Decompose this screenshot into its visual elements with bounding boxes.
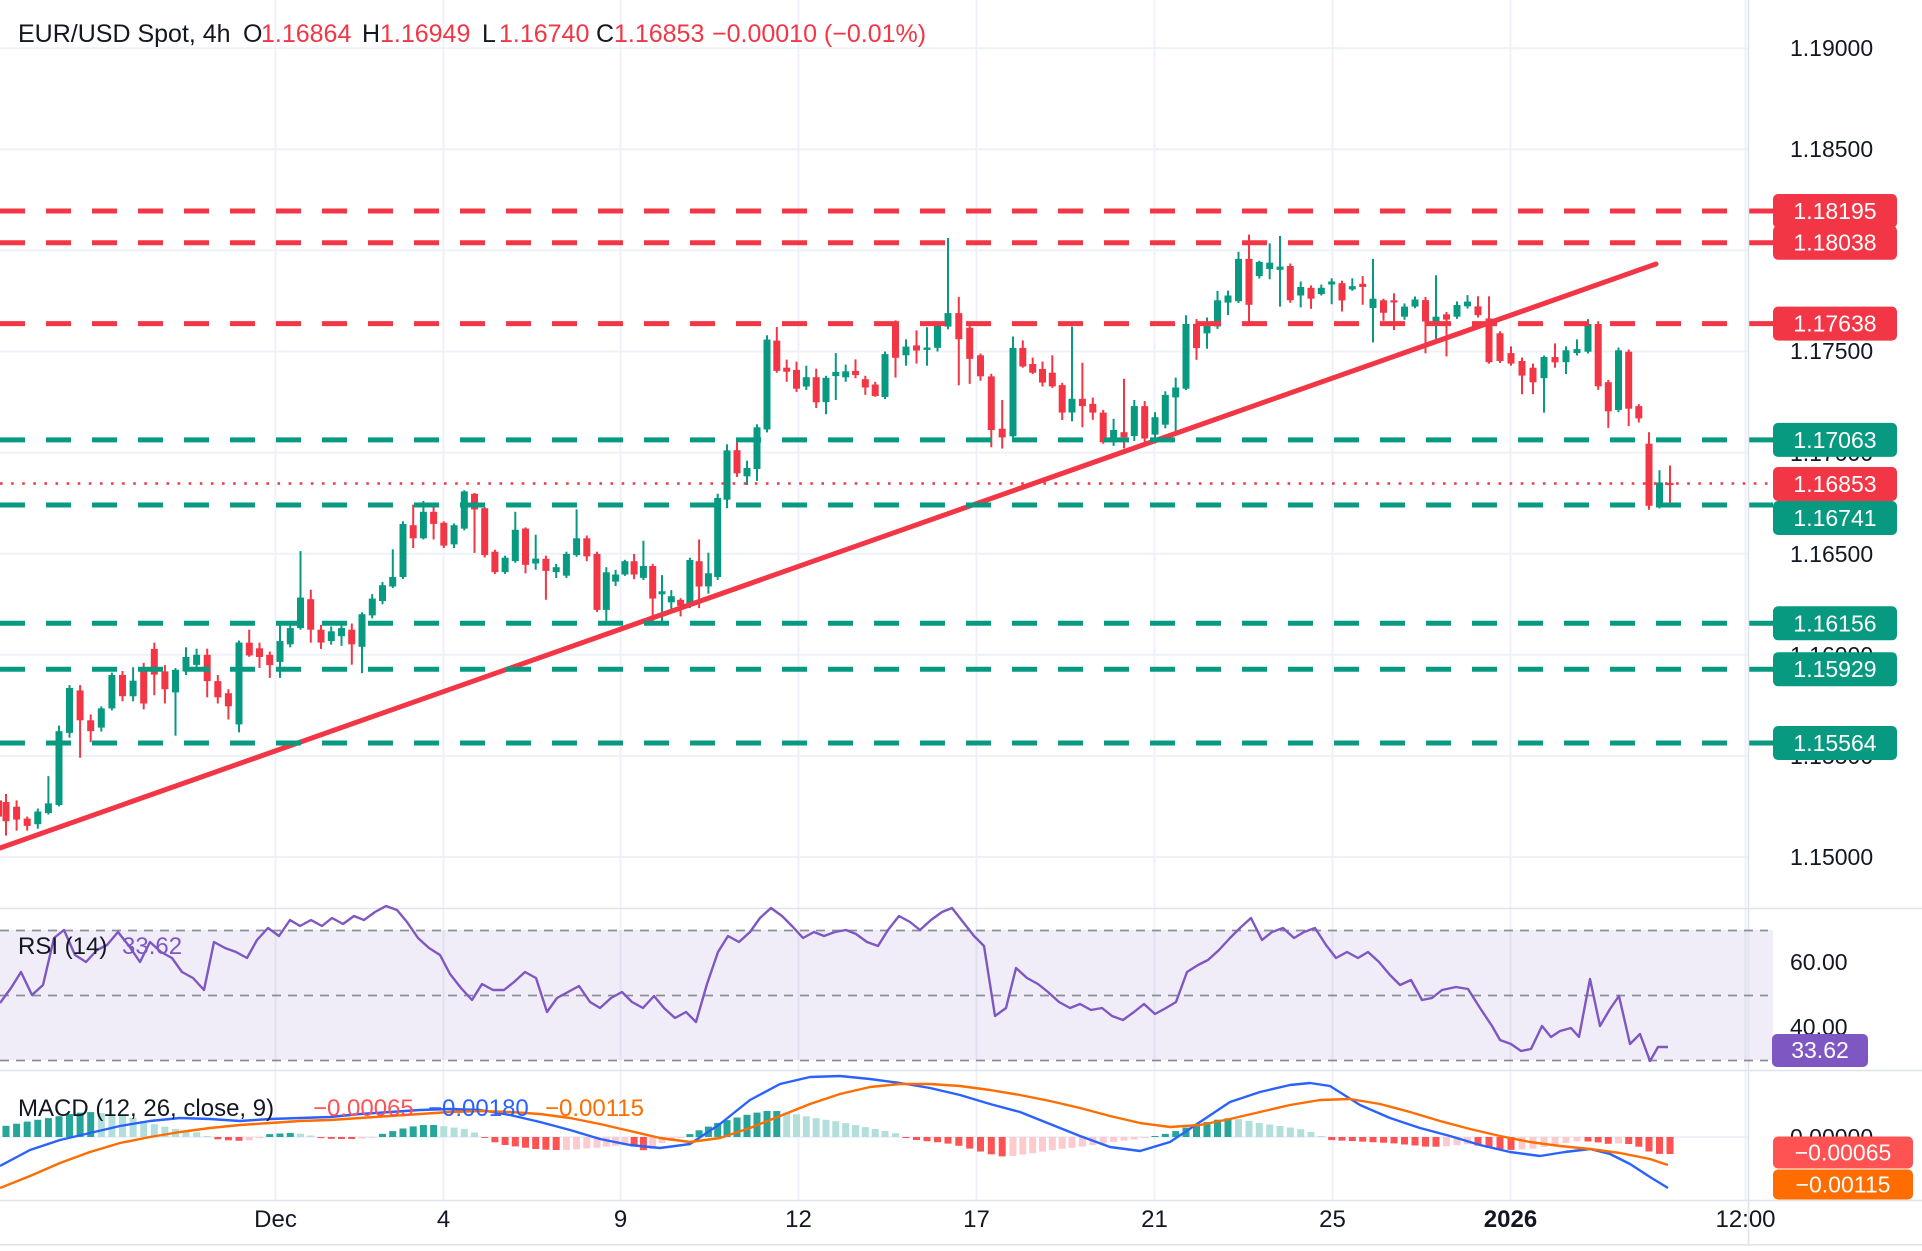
svg-text:RSI (14): RSI (14) [18,933,107,960]
svg-text:1.16853: 1.16853 [614,20,704,48]
svg-text:C: C [596,20,614,48]
svg-text:1.16740: 1.16740 [499,20,589,48]
svg-text:25: 25 [1319,1206,1346,1233]
svg-text:1.16500: 1.16500 [1790,541,1873,567]
svg-text:EUR/USD Spot, 4h: EUR/USD Spot, 4h [18,20,231,48]
svg-text:1.17500: 1.17500 [1790,338,1873,364]
svg-text:33.62: 33.62 [1791,1037,1849,1063]
svg-text:1.16156: 1.16156 [1793,610,1876,636]
svg-text:1.16864: 1.16864 [261,20,351,48]
svg-text:1.17638: 1.17638 [1793,311,1876,337]
svg-text:1.18038: 1.18038 [1793,230,1876,256]
svg-text:−0.00115: −0.00115 [1796,1172,1891,1198]
svg-text:−0.00010 (−0.01%): −0.00010 (−0.01%) [712,20,926,48]
svg-text:−0.00115: −0.00115 [545,1095,644,1122]
svg-text:60.00: 60.00 [1790,949,1848,975]
svg-text:MACD (12, 26, close, 9): MACD (12, 26, close, 9) [18,1095,274,1122]
svg-text:12: 12 [785,1206,812,1233]
svg-text:21: 21 [1141,1206,1168,1233]
svg-text:H: H [362,20,380,48]
svg-text:9: 9 [614,1206,627,1233]
svg-text:1.15929: 1.15929 [1793,656,1876,682]
svg-text:1.16949: 1.16949 [380,20,470,48]
svg-text:−0.00065: −0.00065 [313,1095,414,1122]
svg-text:4: 4 [437,1206,450,1233]
svg-text:1.17063: 1.17063 [1793,427,1876,453]
svg-text:1.18500: 1.18500 [1790,136,1873,162]
svg-text:−0.00065: −0.00065 [1795,1140,1892,1166]
svg-text:33.62: 33.62 [122,933,182,960]
svg-text:1.16741: 1.16741 [1793,505,1876,531]
svg-text:17: 17 [963,1206,990,1233]
svg-text:L: L [482,20,496,48]
svg-text:2026: 2026 [1484,1206,1537,1233]
svg-text:1.15564: 1.15564 [1793,730,1876,756]
svg-text:1.15000: 1.15000 [1790,844,1873,870]
svg-text:O: O [243,20,262,48]
svg-text:1.19000: 1.19000 [1790,35,1873,61]
svg-text:Dec: Dec [254,1206,297,1233]
svg-text:1.16853: 1.16853 [1793,471,1876,497]
svg-text:1.18195: 1.18195 [1793,198,1876,224]
svg-text:12:00: 12:00 [1715,1206,1775,1233]
svg-text:−0.00180: −0.00180 [428,1095,529,1122]
